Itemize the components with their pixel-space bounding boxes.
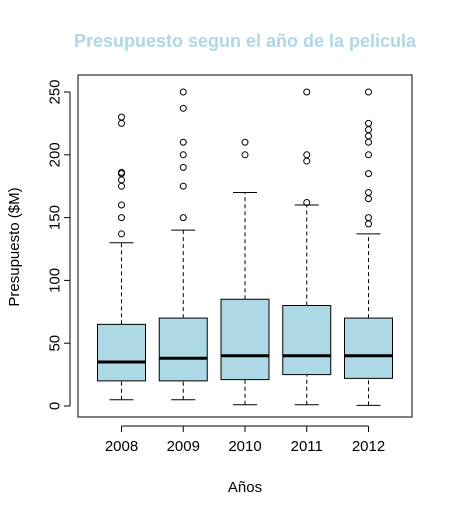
y-axis-label: Presupuesto ($M) <box>6 187 23 306</box>
outlier-point <box>179 104 187 112</box>
outlier-point <box>118 168 125 176</box>
x-axis: 2008 2009 2010 2011 2012 <box>105 425 385 455</box>
outlier-point <box>365 88 372 96</box>
outlier-point <box>303 199 311 207</box>
outlier-point <box>365 188 372 196</box>
outlier-point <box>179 88 187 96</box>
outlier-point <box>118 214 125 222</box>
outlier-point <box>365 214 372 222</box>
outlier-point <box>118 113 125 121</box>
x-axis-label: Años <box>228 479 262 496</box>
y-tick-label: 0 <box>47 402 64 410</box>
outlier-point <box>303 151 311 159</box>
x-tick-label: 2009 <box>167 438 200 455</box>
outlier-point <box>118 230 125 238</box>
outlier-point <box>365 220 372 228</box>
x-tick-label: 2010 <box>228 438 261 455</box>
box-2009 <box>158 88 208 401</box>
box-group <box>97 88 393 406</box>
outlier-point <box>365 170 372 178</box>
box-iqr <box>282 305 332 376</box>
y-tick-label: 50 <box>47 335 64 352</box>
y-tick-label: 150 <box>47 205 64 230</box>
box-iqr <box>158 317 208 382</box>
outlier-point <box>179 151 187 159</box>
box-2008 <box>97 113 146 401</box>
chart-title: Presupuesto segun el año de la pelicula <box>74 31 417 51</box>
y-tick-label: 200 <box>47 142 64 167</box>
outlier-point <box>365 126 372 134</box>
outlier-point <box>365 195 372 203</box>
outlier-point <box>365 132 372 140</box>
y-tick-label: 250 <box>47 79 64 104</box>
outlier-point <box>118 182 125 190</box>
x-tick-label: 2011 <box>291 438 323 455</box>
outlier-point <box>241 151 249 159</box>
box-2011 <box>282 88 332 406</box>
outlier-point <box>179 138 187 146</box>
box-iqr <box>344 317 393 379</box>
box-2010 <box>220 138 270 406</box>
outlier-point <box>365 138 372 146</box>
box-2012 <box>344 88 393 406</box>
outlier-point <box>179 214 187 222</box>
y-axis: 0 50 100 150 200 250 <box>47 79 71 410</box>
box-iqr <box>97 323 146 382</box>
box-iqr <box>220 298 270 381</box>
outlier-point <box>365 119 372 127</box>
outlier-point <box>303 157 311 165</box>
outlier-point <box>365 151 372 159</box>
plot-frame <box>77 74 413 418</box>
outlier-point <box>118 119 125 127</box>
x-tick-label: 2012 <box>352 438 385 455</box>
x-tick-label: 2008 <box>105 438 138 455</box>
outlier-point <box>118 201 125 209</box>
outlier-point <box>179 182 187 190</box>
outlier-point <box>303 88 311 96</box>
outlier-point <box>241 138 249 146</box>
outlier-point <box>118 176 125 184</box>
y-tick-label: 100 <box>47 268 64 293</box>
outlier-point <box>179 163 187 171</box>
